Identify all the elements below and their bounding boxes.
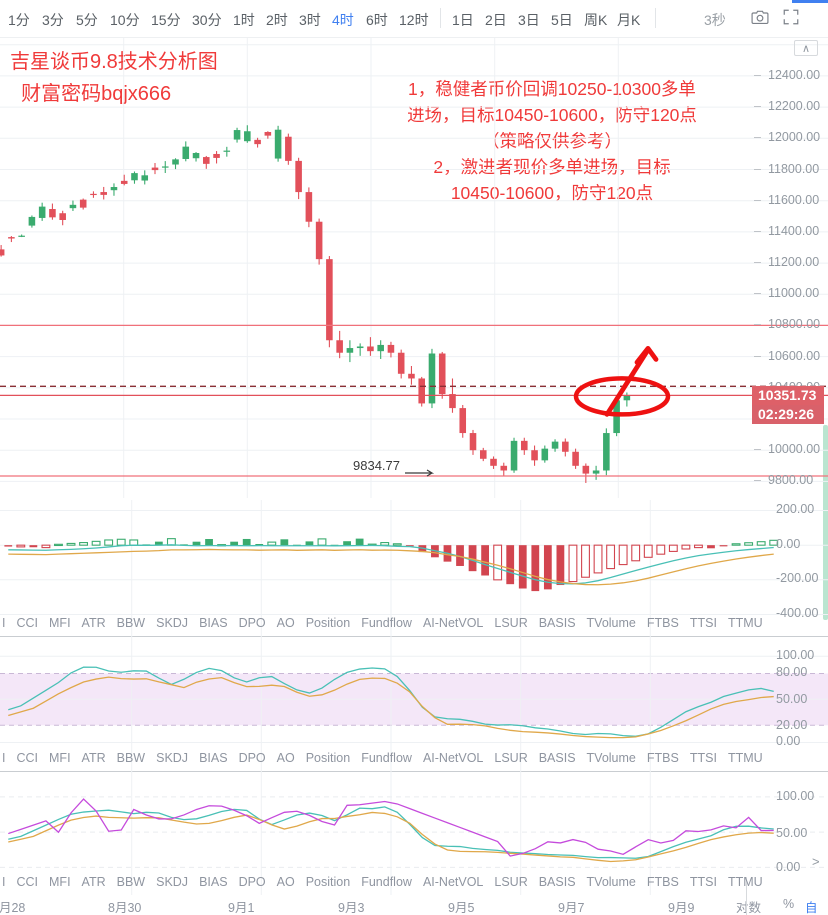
svg-text:9834.77: 9834.77	[353, 458, 400, 473]
